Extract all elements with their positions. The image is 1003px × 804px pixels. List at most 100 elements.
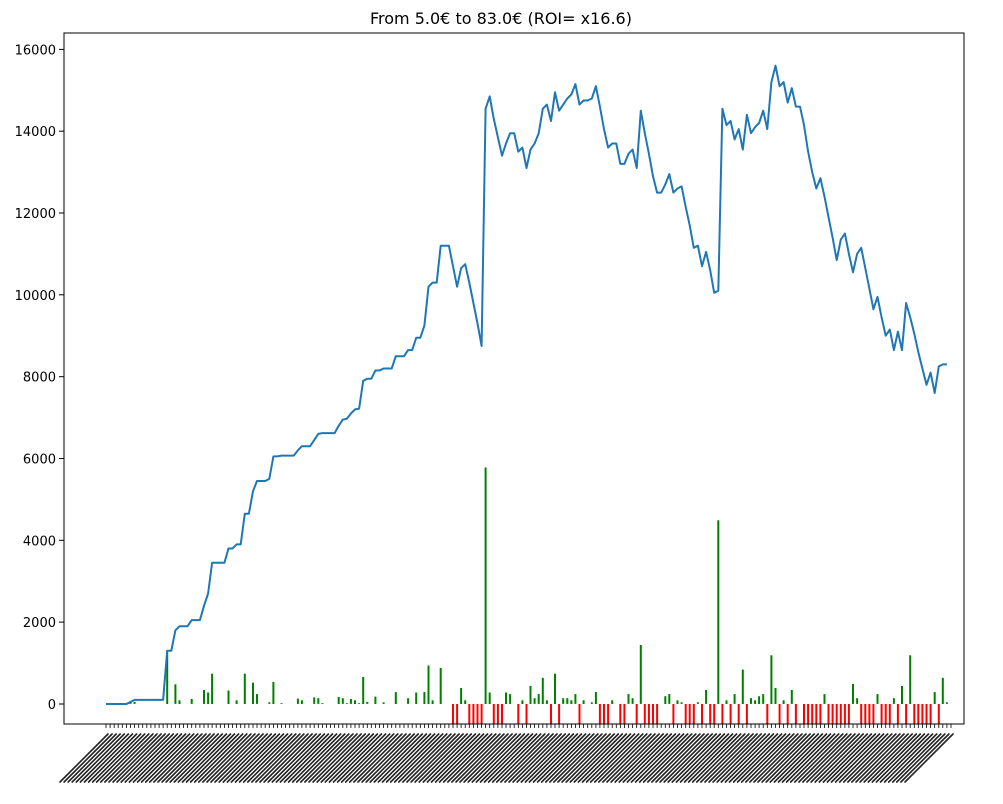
x-tick-label — [540, 733, 591, 783]
x-tick-label — [777, 733, 828, 783]
x-tick-label — [124, 733, 175, 783]
x-tick-label — [744, 733, 795, 783]
gain-bar — [407, 698, 410, 704]
loss-bar — [729, 704, 732, 724]
gain-bar — [717, 520, 720, 704]
gain-bar — [366, 701, 369, 704]
x-tick-label — [773, 733, 824, 783]
gain-bar — [256, 694, 258, 704]
gain-bar — [856, 698, 859, 704]
loss-bar — [766, 704, 769, 724]
gain-bar — [892, 698, 895, 704]
x-tick-label — [218, 733, 269, 783]
gain-bar — [705, 690, 708, 704]
loss-bar — [811, 704, 814, 724]
x-tick-label — [320, 733, 371, 783]
gain-bar — [211, 673, 214, 704]
loss-bar — [647, 704, 650, 724]
gain-bar — [631, 698, 634, 704]
x-tick-label — [728, 733, 779, 783]
x-tick-label — [471, 733, 522, 783]
x-tick-label — [532, 733, 583, 783]
gain-bar — [349, 699, 352, 704]
x-tick-label — [116, 733, 166, 783]
x-tick-label — [210, 733, 260, 783]
x-tick-label — [291, 733, 342, 783]
gain-bar — [321, 703, 324, 704]
x-tick-label — [242, 733, 293, 783]
x-tick-label — [634, 733, 685, 783]
gain-bar — [676, 700, 679, 704]
gain-bar — [464, 700, 467, 704]
x-tick-label — [202, 733, 252, 783]
x-tick-label — [402, 733, 452, 783]
x-tick-label — [206, 733, 256, 783]
gain-bar — [901, 686, 903, 704]
gain-bar — [876, 694, 879, 704]
loss-bar — [692, 704, 695, 724]
gain-bar — [415, 692, 418, 704]
y-tick-label: 14000 — [15, 125, 56, 140]
x-tick-label — [814, 733, 865, 783]
x-tick-label — [193, 733, 244, 783]
x-tick-label — [614, 733, 665, 783]
loss-bar — [807, 704, 810, 724]
gain-bar — [243, 673, 246, 704]
gain-bar — [741, 669, 744, 704]
gain-bar — [190, 699, 193, 704]
x-tick-label — [516, 733, 567, 783]
gain-bar — [374, 696, 377, 704]
x-tick-label — [418, 733, 469, 783]
x-tick-label — [181, 733, 232, 783]
gain-bar — [566, 698, 569, 704]
x-tick-label — [895, 733, 946, 783]
gain-bar — [439, 668, 442, 704]
x-tick-label — [691, 733, 742, 783]
x-tick-label — [761, 733, 811, 783]
x-tick-label — [169, 733, 219, 783]
x-tick-label — [222, 733, 273, 783]
x-tick-label — [855, 733, 905, 783]
x-tick-label — [822, 733, 873, 783]
loss-bar — [831, 704, 834, 724]
x-tick-label — [544, 733, 595, 783]
x-tick-label — [308, 733, 358, 783]
x-tick-label — [753, 733, 803, 783]
x-tick-label — [646, 733, 697, 783]
gain-bar — [505, 692, 507, 704]
x-tick-label — [410, 733, 460, 783]
x-tick-label — [120, 733, 170, 783]
x-tick-label — [781, 733, 832, 783]
loss-bar — [913, 704, 916, 724]
gain-bar — [590, 702, 593, 704]
x-tick-label — [708, 733, 758, 783]
gain-bar — [280, 703, 283, 704]
gain-bar — [235, 700, 238, 704]
x-tick-label — [414, 733, 464, 783]
loss-bar — [496, 704, 499, 724]
loss-bar — [925, 704, 928, 724]
x-tick-label — [838, 733, 889, 783]
gain-bar — [554, 673, 556, 704]
loss-bar — [937, 704, 940, 724]
gain-bar — [317, 698, 320, 704]
gain-bar — [227, 690, 230, 704]
x-tick-label — [316, 733, 367, 783]
x-tick-label — [642, 733, 693, 783]
gain-bar — [725, 700, 728, 704]
loss-bar — [603, 704, 605, 724]
x-tick-label — [802, 733, 852, 783]
x-tick-label — [536, 733, 587, 783]
loss-bar — [701, 704, 703, 724]
x-tick-label — [757, 733, 807, 783]
loss-bar — [888, 704, 891, 724]
x-tick-label — [585, 733, 636, 783]
x-tick-label — [189, 733, 240, 783]
y-tick-label: 12000 — [15, 207, 56, 222]
x-tick-label — [295, 733, 346, 783]
gain-bar — [537, 694, 540, 704]
x-tick-label — [712, 733, 762, 783]
x-tick-label — [528, 733, 579, 783]
x-tick-label — [651, 733, 701, 783]
